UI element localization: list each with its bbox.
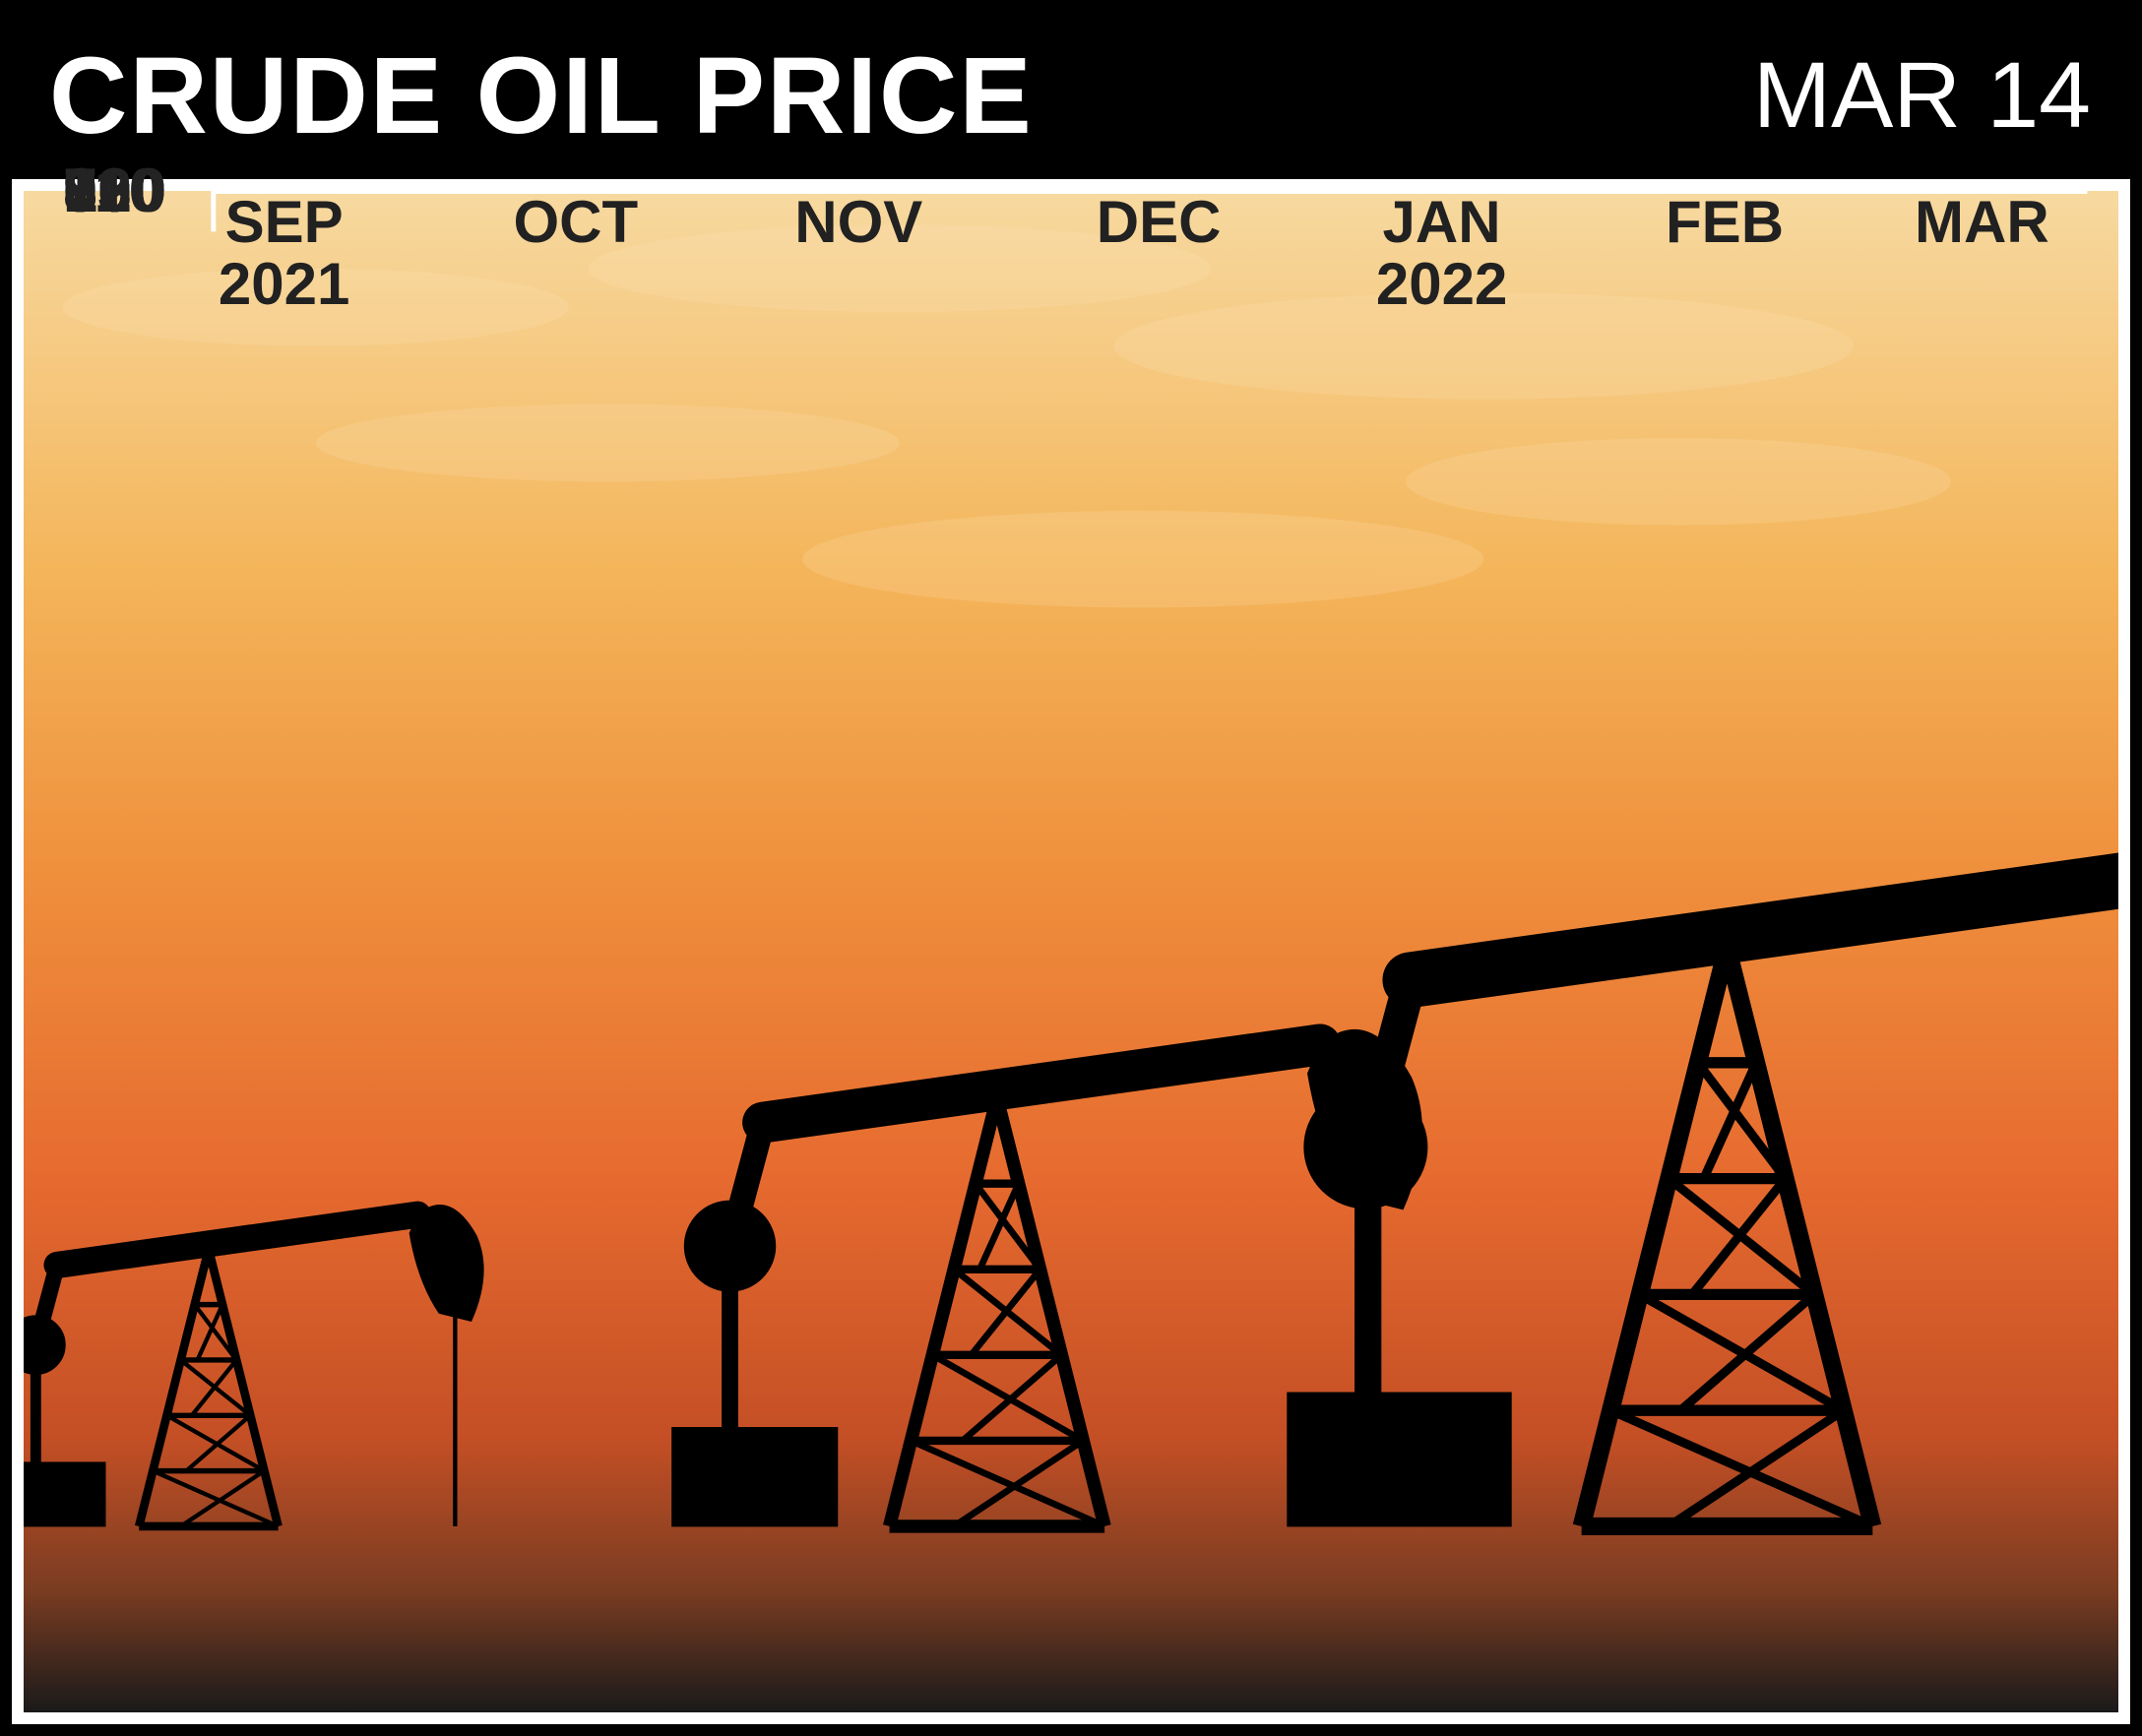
chart-title: CRUDE OIL PRICE xyxy=(49,33,1034,158)
x-tick-label: FEB xyxy=(1666,191,1784,253)
x-tick-label: MAR xyxy=(1915,191,2049,253)
chart-frame: CRUDE OIL PRICE MAR 14 60708090100110120… xyxy=(0,0,2142,1736)
x-tick-label: NOV xyxy=(794,191,922,253)
chart-area: 60708090100110120130 SEP2021OCTNOVDECJAN… xyxy=(24,191,2118,1712)
x-tick-label: SEP2021 xyxy=(219,191,349,315)
chart-date: MAR 14 xyxy=(1753,42,2091,150)
header-bar: CRUDE OIL PRICE MAR 14 xyxy=(12,12,2130,179)
x-tick-label: OCT xyxy=(514,191,639,253)
x-tick-label: JAN2022 xyxy=(1376,191,1507,315)
price-line-chart xyxy=(24,191,2118,1712)
y-tick-label: 130 xyxy=(63,155,166,226)
x-tick-label: DEC xyxy=(1097,191,1222,253)
